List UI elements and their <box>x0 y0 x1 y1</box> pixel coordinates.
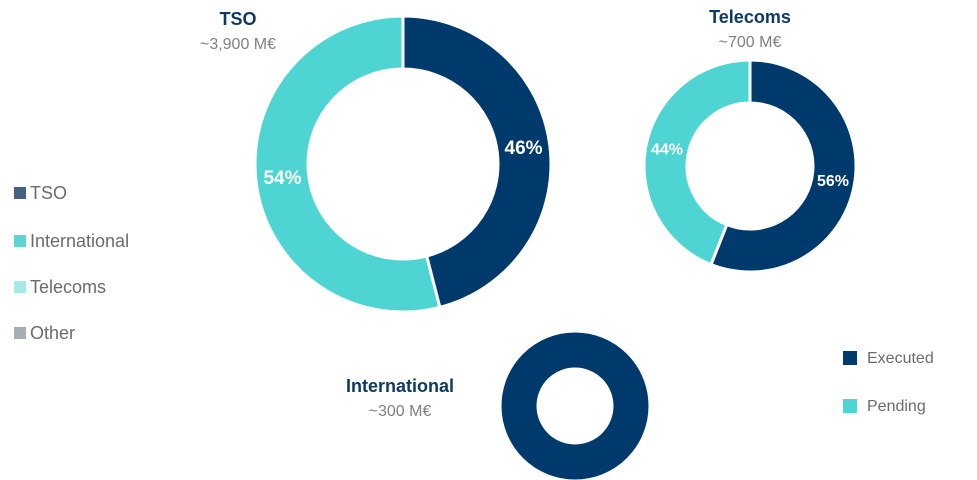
legend-swatch <box>843 351 857 365</box>
legend-label: TSO <box>30 183 67 203</box>
data-label: 46% <box>505 138 543 159</box>
donut-segment <box>709 58 858 274</box>
legend-label: Telecoms <box>30 277 106 297</box>
chart-subtitle: ~300 M€ <box>369 403 432 420</box>
data-label: 56% <box>817 173 849 190</box>
donut-segment <box>642 58 752 267</box>
donut-segment <box>401 14 553 310</box>
chart-title: TSO <box>219 9 256 29</box>
legend-swatch <box>14 235 26 247</box>
legend-label: Executed <box>867 350 934 367</box>
legend-swatch <box>843 399 857 413</box>
legend-swatch <box>14 187 26 199</box>
legend-swatch <box>14 327 26 339</box>
donut-segment <box>253 14 442 314</box>
chart-title: International <box>346 376 454 396</box>
chart-title: Telecoms <box>709 7 791 27</box>
chart-subtitle: ~3,900 M€ <box>200 36 276 53</box>
data-label: 54% <box>263 168 301 189</box>
donut-segment <box>498 329 652 480</box>
legend-swatch <box>14 281 26 293</box>
legend-label: Other <box>30 323 75 343</box>
legend-label: Pending <box>867 398 926 415</box>
legend-label: International <box>30 231 129 251</box>
chart-subtitle: ~700 M€ <box>719 34 782 51</box>
data-label: 44% <box>651 141 683 158</box>
